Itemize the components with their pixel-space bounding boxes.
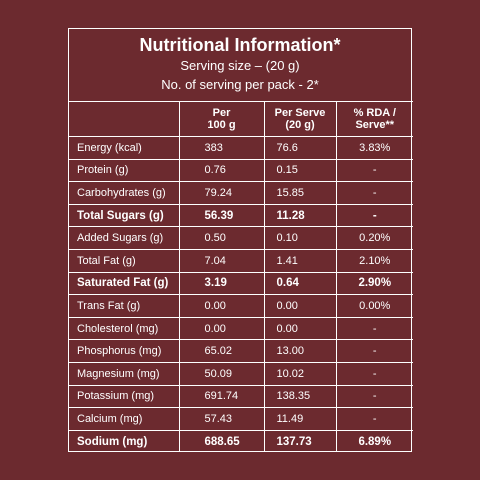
nutrient-value: 2.90% (335, 271, 413, 296)
panel-header: Nutritional Information* Serving size – … (69, 29, 411, 101)
nutrient-value: 7.04 (178, 248, 265, 273)
nutrient-value: 0.00 (178, 316, 265, 341)
column-header: Per Serve (20 g) (263, 101, 337, 137)
nutrient-value: 76.6 (263, 136, 337, 160)
nutrient-value: 0.00% (335, 294, 413, 318)
nutrient-value: 0.00 (178, 294, 265, 318)
nutrient-value: 15.85 (263, 181, 337, 205)
table-body: Energy (kcal) 383 76.6 3.83% Protein (g) 0.76… (69, 136, 413, 453)
nutrient-value: 0.15 (263, 158, 337, 183)
nutrient-value: 2.10% (335, 248, 413, 273)
nutrient-value: 10.02 (263, 361, 337, 386)
nutrient-name: Saturated Fat (g) (69, 271, 180, 296)
table-row: Phosphorus (mg) 65.02 13.00- (69, 339, 413, 363)
nutrient-name: Sodium (mg) (69, 429, 180, 453)
nutrient-name: Protein (g) (69, 158, 180, 183)
nutrient-value: 56.39 (178, 203, 265, 228)
nutrient-value: 0.10 (263, 226, 337, 250)
serving-size: Serving size – (20 g) (180, 58, 300, 73)
table-row: Trans Fat (g) 0.00 0.00 0.00% (69, 294, 413, 318)
nutrient-value: - (335, 361, 413, 386)
table-row: Total Fat (g) 7.04 1.41 2.10% (69, 248, 413, 273)
nutrient-value: 688.65 (178, 429, 265, 453)
nutrient-name: Energy (kcal) (69, 136, 180, 160)
nutrient-name: Calcium (mg) (69, 407, 180, 431)
nutrient-name: Added Sugars (g) (69, 226, 180, 250)
nutrient-value: 3.83% (335, 136, 413, 160)
table-row: Saturated Fat (g) 3.19 0.64 2.90% (69, 271, 413, 296)
nutrient-value: 79.24 (178, 181, 265, 205)
nutrient-value: 0.00 (263, 294, 337, 318)
nutrient-value: 0.50 (178, 226, 265, 250)
nutrient-value: 691.74 (178, 384, 265, 409)
nutrition-table: Per 100 g Per Serve (20 g)% RDA / Serve**… (69, 101, 413, 453)
nutrient-value: 383 (178, 136, 265, 160)
nutrient-value: 11.28 (263, 203, 337, 228)
nutrient-value: 57.43 (178, 407, 265, 431)
nutrient-name: Potassium (mg) (69, 384, 180, 409)
nutrient-name: Trans Fat (g) (69, 294, 180, 318)
table-row: Added Sugars (g) 0.50 0.10 0.20% (69, 226, 413, 250)
column-header (69, 101, 180, 137)
table-row: Carbohydrates (g) 79.24 15.85- (69, 181, 413, 205)
nutrient-value: 65.02 (178, 339, 265, 363)
nutrient-value: 0.76 (178, 158, 265, 183)
servings-per-pack: No. of serving per pack - 2* (161, 77, 319, 92)
nutrient-value: - (335, 407, 413, 431)
table-row: Potassium (mg) 691.74 138.35- (69, 384, 413, 409)
nutrient-value: - (335, 384, 413, 409)
nutrition-panel: Nutritional Information* Serving size – … (68, 28, 413, 453)
table-row: Magnesium (mg) 50.09 10.02- (69, 361, 413, 386)
nutrient-name: Magnesium (mg) (69, 361, 180, 386)
nutrient-value: - (335, 158, 413, 183)
nutrient-value: 1.41 (263, 248, 337, 273)
header-row: Per 100 g Per Serve (20 g)% RDA / Serve** (69, 101, 413, 137)
nutrient-value: 13.00 (263, 339, 337, 363)
nutrient-value: 11.49 (263, 407, 337, 431)
table-row: Sodium (mg) 688.65 137.73 6.89% (69, 429, 413, 453)
column-header: Per 100 g (178, 101, 265, 137)
table-row: Cholesterol (mg) 0.00 0.00- (69, 316, 413, 341)
table-row: Total Sugars (g) 56.39 11.28- (69, 203, 413, 228)
table-row: Energy (kcal) 383 76.6 3.83% (69, 136, 413, 160)
column-header: % RDA / Serve** (335, 101, 413, 137)
nutrient-value: 6.89% (335, 429, 413, 453)
nutrient-value: 0.00 (263, 316, 337, 341)
nutrient-value: 50.09 (178, 361, 265, 386)
title: Nutritional Information* (139, 35, 341, 55)
nutrient-value: - (335, 203, 413, 228)
table-row: Calcium (mg) 57.43 11.49- (69, 407, 413, 431)
nutrient-value: 0.64 (263, 271, 337, 296)
nutrient-value: - (335, 181, 413, 205)
nutrient-value: 137.73 (263, 429, 337, 453)
nutrient-value: 138.35 (263, 384, 337, 409)
nutrient-name: Total Fat (g) (69, 248, 180, 273)
nutrient-value: 0.20% (335, 226, 413, 250)
nutrient-name: Cholesterol (mg) (69, 316, 180, 341)
nutrient-value: 3.19 (178, 271, 265, 296)
nutrient-name: Total Sugars (g) (69, 203, 180, 228)
nutrient-name: Carbohydrates (g) (69, 181, 180, 205)
table-row: Protein (g) 0.76 0.15- (69, 158, 413, 183)
nutrient-value: - (335, 339, 413, 363)
nutrient-name: Phosphorus (mg) (69, 339, 180, 363)
nutrient-value: - (335, 316, 413, 341)
